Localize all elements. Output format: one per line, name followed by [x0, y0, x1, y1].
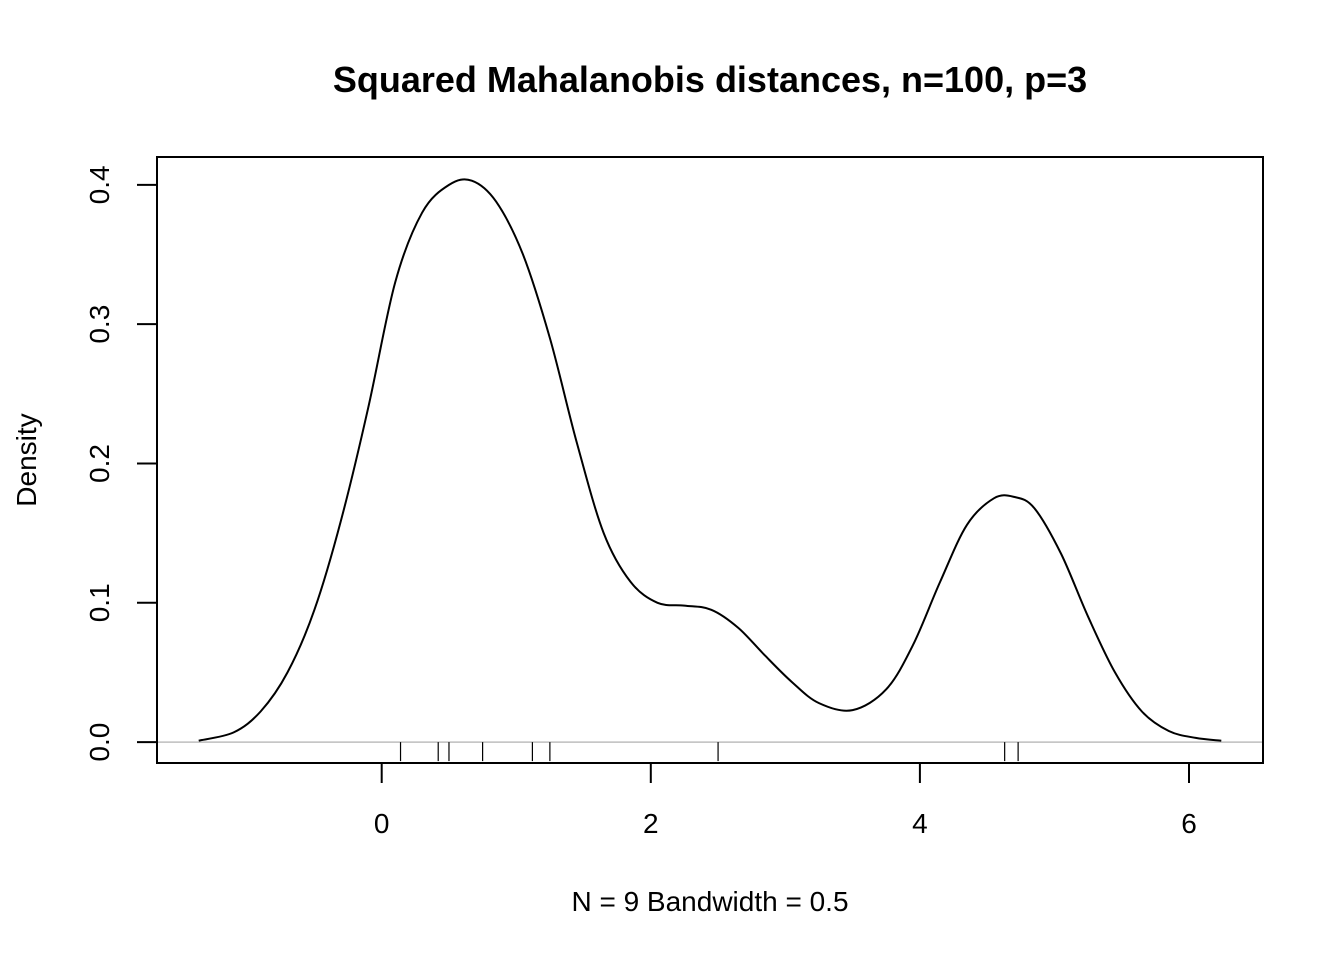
y-tick-label: 0.3 [84, 305, 115, 344]
x-tick-label: 2 [643, 808, 659, 839]
x-axis: 0 2 4 6 [374, 762, 1197, 839]
y-tick-label: 0.4 [84, 165, 115, 204]
x-tick-label: 4 [912, 808, 928, 839]
x-axis-label: N = 9 Bandwidth = 0.5 [571, 886, 848, 917]
density-curve [198, 178, 1222, 742]
chart-title: Squared Mahalanobis distances, n=100, p=… [333, 59, 1087, 100]
y-tick-label: 0.1 [84, 583, 115, 622]
y-axis: 0.0 0.1 0.2 0.3 0.4 [84, 165, 158, 762]
plot-frame [156, 156, 1264, 764]
y-tick-label: 0.0 [84, 723, 115, 762]
x-tick-label: 6 [1181, 808, 1197, 839]
rug-marks [399, 742, 1019, 762]
x-tick-label: 0 [374, 808, 390, 839]
y-axis-label: Density [11, 413, 42, 506]
y-tick-label: 0.2 [84, 444, 115, 483]
